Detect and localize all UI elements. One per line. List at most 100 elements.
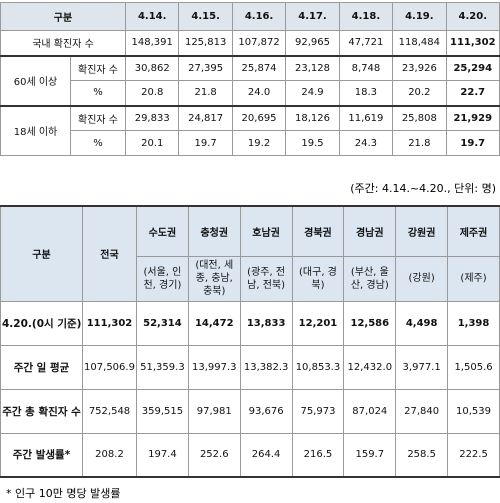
cell: 13,997.3 <box>187 344 241 390</box>
header-cell: 4.15. <box>178 2 233 31</box>
header-detail: (대전, 세종, 충남, 충북) <box>187 255 241 302</box>
cell: 125,813 <box>178 30 233 56</box>
header-cell: 수도권 <box>136 205 189 257</box>
cell: 107,506.9 <box>82 344 137 390</box>
cell: 19.7 <box>445 130 500 156</box>
cell: 97,981 <box>187 388 241 434</box>
cell: 52,314 <box>136 300 189 346</box>
header-cell: 경남권 <box>343 205 397 257</box>
cell: 25,874 <box>231 54 287 81</box>
cell: 29,833 <box>124 104 180 131</box>
header-row: (서울, 인천, 경기) (대전, 세종, 충남, 충북) (광주, 전남, 전북)… <box>1 255 500 302</box>
cell: 208.2 <box>82 432 137 478</box>
cell: 25,294 <box>445 54 500 81</box>
header-row: 구분 전국 수도권 충청권 호남권 경북권 경남권 강원권 제주권 <box>0 205 500 302</box>
header-cell: 충청권 <box>187 205 241 257</box>
cell: 93,676 <box>239 388 293 434</box>
cell: 87,024 <box>343 388 397 434</box>
cell: 13,833 <box>239 300 293 346</box>
header-cell: 4.17. <box>285 2 340 31</box>
header-cell: 4.20. <box>445 2 500 31</box>
header-row: 구분 4.14. 4.15. 4.16. 4.17. 4.18. 4.19. 4.20. <box>0 2 500 31</box>
cell: 24.9 <box>285 80 340 106</box>
group-label: 18세 이하 <box>0 104 71 156</box>
cell: 159.7 <box>343 432 397 478</box>
cell: 30,862 <box>124 54 180 81</box>
cell: 13,382.3 <box>239 344 293 390</box>
header-cell: 구분 <box>0 2 126 31</box>
daily-cases-table: 구분 4.14. 4.15. 4.16. 4.17. 4.18. 4.19. 4.20. 국내 … <box>0 2 500 156</box>
cell: 47,721 <box>338 30 394 56</box>
row: 4.20.(0시 기준) 111,302 52,314 14,472 13,833 12,… <box>0 300 500 346</box>
row: % 20.8 21.8 24.0 24.9 18.3 20.2 22.7 <box>1 80 500 106</box>
cell: 24.0 <box>231 80 287 106</box>
header-cell: 강원권 <box>395 205 449 257</box>
header-cell: 경북권 <box>291 205 345 257</box>
sub-label: % <box>70 80 126 106</box>
header-cell: 호남권 <box>239 205 293 257</box>
cell: 18.3 <box>338 80 394 106</box>
cell: 20.8 <box>124 80 180 106</box>
cell: 23,128 <box>285 54 340 81</box>
cell: 20.1 <box>124 130 180 156</box>
cell: 8,748 <box>338 54 394 81</box>
cell: 1,505.6 <box>447 344 500 390</box>
cell: 252.6 <box>187 432 241 478</box>
row: 18세 이하 확진자 수 29,833 24,817 20,695 18,126 11,61… <box>0 104 500 156</box>
cell: 12,586 <box>343 300 397 346</box>
cell: 118,484 <box>392 30 447 56</box>
sub-label: % <box>70 130 126 156</box>
header-cell: 4.18. <box>338 2 394 31</box>
cell: 19.5 <box>285 130 340 156</box>
cell: 111,302 <box>82 300 137 346</box>
header-detail: (대구, 경북) <box>291 255 345 302</box>
row: % 20.1 19.7 19.2 19.5 24.3 21.8 19.7 <box>1 130 500 156</box>
row-label: 주간 총 확진자 수 <box>0 388 83 434</box>
cell: 20.2 <box>392 80 447 106</box>
cell: 752,548 <box>82 388 137 434</box>
cell: 27,840 <box>395 388 449 434</box>
row-label: 국내 확진자 수 <box>0 30 126 56</box>
row: 주간 일 평균 107,506.9 51,359.3 13,997.3 13,382.3… <box>0 344 500 390</box>
cell: 21,929 <box>445 104 500 131</box>
header-detail: (부산, 울산, 경남) <box>343 255 397 302</box>
cell: 197.4 <box>136 432 189 478</box>
header-detail: (강원) <box>395 255 449 302</box>
cell: 4,498 <box>395 300 449 346</box>
cell: 12,432.0 <box>343 344 397 390</box>
row-label: 주간 발생률* <box>0 432 83 478</box>
cell: 18,126 <box>285 104 340 131</box>
regional-table: 구분 전국 수도권 충청권 호남권 경북권 경남권 강원권 제주권 (서울, 인천, 경기) (대전… <box>0 205 500 478</box>
cell: 14,472 <box>187 300 241 346</box>
cell: 24,817 <box>178 104 233 131</box>
cell: 264.4 <box>239 432 293 478</box>
cell: 23,926 <box>392 54 447 81</box>
header-cell: 제주권 <box>447 205 500 257</box>
footnote: * 인구 10만 명당 발생률 <box>6 487 121 500</box>
group-label: 60세 이상 <box>0 54 71 106</box>
cell: 111,302 <box>445 30 500 56</box>
cell: 148,391 <box>124 30 180 56</box>
cell: 22.7 <box>445 80 500 106</box>
header-cell: 전국 <box>82 205 137 302</box>
header-cell: 4.14. <box>124 2 180 31</box>
header-detail: (광주, 전남, 전북) <box>239 255 293 302</box>
row: 국내 확진자 수 148,391 125,813 107,872 92,965 47,72… <box>0 30 500 56</box>
header-cell: 4.16. <box>231 2 287 31</box>
cell: 24.3 <box>338 130 394 156</box>
cell: 11,619 <box>338 104 394 131</box>
cell: 19.2 <box>231 130 287 156</box>
cell: 21.8 <box>392 130 447 156</box>
header-cell: 구분 <box>0 205 83 302</box>
cell: 359,515 <box>136 388 189 434</box>
row: 주간 발생률* 208.2 197.4 252.6 264.4 216.5 159.7 258… <box>0 432 500 478</box>
header-cell: 4.19. <box>392 2 447 31</box>
row-label: 주간 일 평균 <box>0 344 83 390</box>
cell: 10,539 <box>447 388 500 434</box>
cell: 216.5 <box>291 432 345 478</box>
cell: 19.7 <box>178 130 233 156</box>
cell: 3,977.1 <box>395 344 449 390</box>
row: 주간 총 확진자 수 752,548 359,515 97,981 93,676 75,9… <box>0 388 500 434</box>
cell: 222.5 <box>447 432 500 478</box>
